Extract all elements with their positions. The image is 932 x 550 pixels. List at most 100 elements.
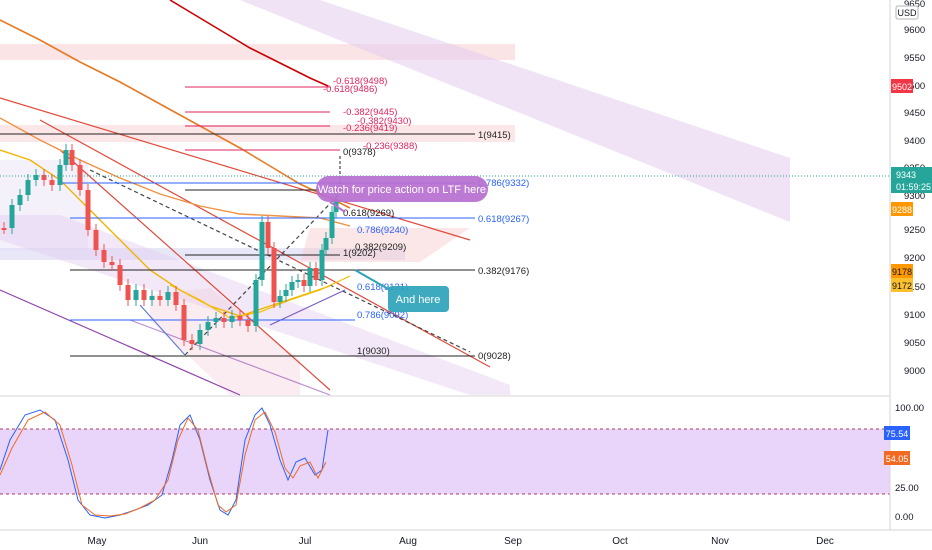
candle-body	[93, 230, 99, 250]
osc-tick: 0.00	[895, 512, 914, 523]
svg-text:9172: 9172	[892, 281, 912, 291]
fib-label: 0(9378)	[343, 147, 376, 158]
fib-label: -0.618(9486)	[323, 84, 377, 95]
fib-label: 1(9415)	[478, 130, 511, 141]
fib-label: 0.382(9209)	[355, 242, 406, 253]
fib-label: 0(9028)	[478, 351, 511, 362]
price-tick: 9450	[904, 108, 925, 119]
price-tick: 9600	[904, 25, 925, 36]
date-tick: Jun	[192, 536, 208, 547]
candle-body	[101, 250, 107, 262]
candle-body	[229, 316, 235, 322]
fib-label: 0.618(9269)	[343, 208, 394, 219]
candle-body	[17, 195, 23, 205]
badge-osc-low: 54.05	[884, 451, 910, 465]
candle-body	[221, 318, 227, 322]
candle-body	[253, 280, 259, 326]
svg-text:9343: 9343	[896, 170, 916, 180]
candle-body	[57, 165, 63, 185]
candle-body	[157, 296, 163, 300]
fib-label: -0.236(9388)	[363, 141, 417, 152]
svg-text:9178: 9178	[892, 267, 912, 277]
candle-body	[237, 316, 243, 320]
svg-text:01:59:25: 01:59:25	[896, 182, 931, 192]
candle-body	[277, 296, 283, 302]
candle-body	[301, 280, 307, 286]
candle-body	[117, 265, 123, 285]
svg-text:9288: 9288	[892, 205, 912, 215]
badge-current-price: 9343 01:59:25	[891, 167, 932, 193]
callout-bottom-text: And here	[396, 294, 441, 306]
candle-body	[85, 190, 91, 230]
candle-body	[49, 180, 55, 185]
candle-body	[319, 250, 325, 280]
fib-label: 0.786(9092)	[357, 310, 408, 321]
callout-top-text: Watch for price action on LTF here	[318, 184, 486, 196]
price-tick: 9050	[904, 338, 925, 349]
oscillator-pane	[0, 395, 890, 519]
candle-body	[141, 290, 147, 300]
date-tick: Sep	[504, 536, 522, 547]
osc-tick: 100.00	[895, 403, 924, 414]
fib-label: 0.618(9131)	[357, 282, 408, 293]
date-tick: Dec	[816, 536, 834, 547]
badge-9172: 9172	[891, 278, 913, 292]
candles	[1, 144, 339, 350]
trend-lines	[0, 97, 491, 396]
candle-body	[265, 222, 271, 248]
candle-body	[259, 222, 265, 280]
fib-label: -0.382(9430)	[357, 116, 411, 127]
candle-body	[323, 238, 329, 250]
date-tick: May	[88, 536, 107, 547]
candle-body	[313, 268, 319, 280]
price-tick: 9200	[904, 253, 925, 264]
callout-top[interactable]: Watch for price action on LTF here	[316, 176, 488, 213]
price-tick: 9650	[904, 0, 925, 10]
badge-9288: 9288	[891, 202, 913, 216]
candle-body	[9, 205, 15, 228]
price-tick: 9500	[904, 81, 925, 92]
fib-label: 0.618(9267)	[478, 214, 529, 225]
fib-label: 1(9202)	[343, 248, 376, 259]
candle-body	[133, 290, 139, 300]
candle-body	[41, 175, 47, 180]
candle-body	[77, 165, 83, 190]
fib-label: 0.786(9240)	[357, 225, 408, 236]
candle-body	[69, 150, 75, 165]
currency-label[interactable]: USD	[895, 5, 919, 20]
fib-labels: -0.618(9498) -0.618(9486) -0.382(9445) -…	[323, 76, 529, 362]
candle-body	[189, 340, 195, 344]
date-tick: Oct	[612, 536, 628, 547]
svg-text:USD: USD	[897, 8, 917, 18]
callout-bottom[interactable]: And here	[354, 269, 449, 312]
candle-body	[289, 282, 295, 290]
price-tick: 9000	[904, 366, 925, 377]
price-tick: 9550	[904, 53, 925, 64]
price-tick: 9250	[904, 225, 925, 236]
candle-body	[1, 228, 7, 230]
price-tick: 9400	[904, 136, 925, 147]
badge-9178: 9178	[891, 264, 913, 278]
candle-body	[307, 268, 313, 286]
date-tick: Nov	[711, 536, 729, 547]
candle-body	[245, 320, 251, 326]
svg-text:54.05: 54.05	[886, 454, 909, 464]
candle-body	[173, 292, 179, 305]
candle-body	[125, 285, 131, 300]
candle-body	[271, 248, 277, 302]
fib-label: -0.618(9498)	[333, 76, 387, 87]
date-tick: Jul	[299, 536, 312, 547]
candle-body	[213, 318, 219, 322]
price-tick: 9150	[904, 282, 925, 293]
date-axis[interactable]: May Jun Jul Aug Sep Oct Nov Dec	[0, 529, 932, 547]
date-tick: Aug	[399, 536, 417, 547]
candle-body	[109, 262, 115, 265]
fib-label: 1(9030)	[357, 346, 390, 357]
price-tick: 9300	[904, 191, 925, 202]
candle-body	[283, 290, 289, 296]
svg-text:9502: 9502	[892, 82, 912, 92]
fib-label: 0.382(9176)	[478, 266, 529, 277]
price-axis[interactable]: 9650 9600 9550 9500 9450 9400 9350 9300 …	[884, 0, 932, 530]
